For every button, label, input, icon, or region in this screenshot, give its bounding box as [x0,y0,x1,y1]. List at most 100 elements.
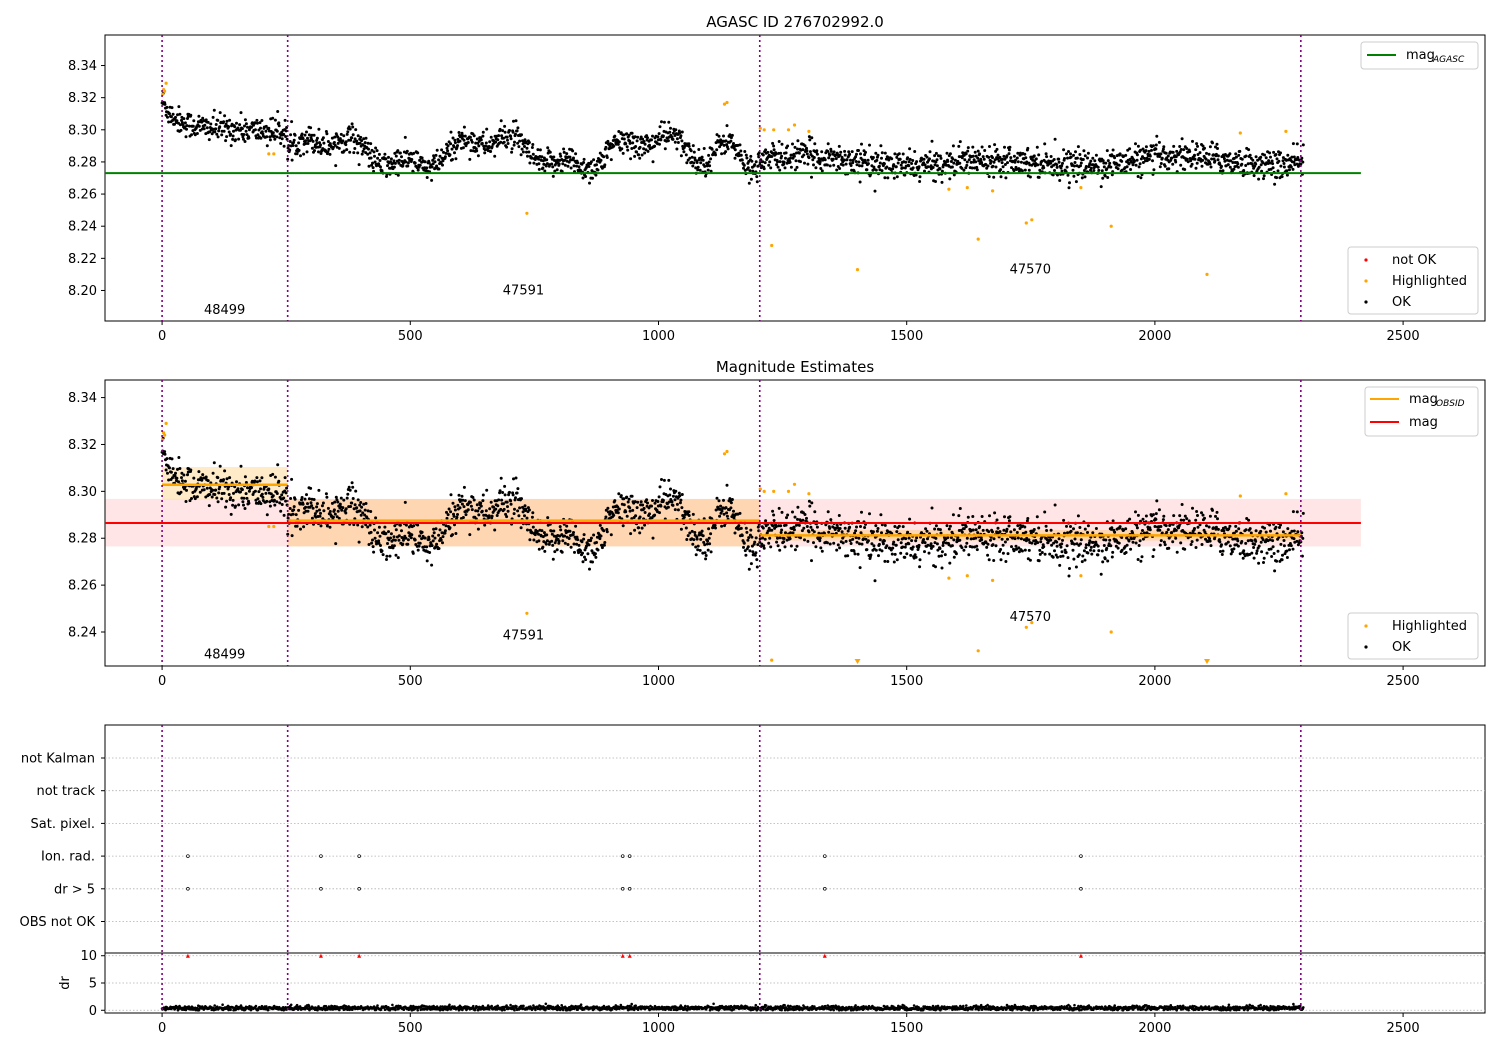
ok-point [435,542,439,546]
ok-point [1289,165,1293,169]
ok-point [1234,155,1238,159]
ok-point [971,145,975,149]
ok-point [658,125,662,129]
ok-point [322,141,326,145]
ok-point [1185,147,1189,150]
ok-point [264,129,268,133]
ok-point [682,515,686,519]
ok-point [791,510,794,514]
ok-point [271,116,275,120]
ok-point [954,552,958,556]
ok-point [764,519,768,523]
ok-point [543,169,547,173]
ok-point [1203,146,1206,150]
ok-point [726,147,730,151]
ok-point [497,134,501,138]
ok-point [505,500,509,504]
ok-point [1289,544,1293,548]
ok-point [220,497,224,501]
ok-point [349,505,353,508]
ok-point [1072,557,1076,561]
ok-point [598,537,602,541]
ok-point [634,145,638,148]
ok-point [1238,552,1242,556]
ok-point [1045,529,1049,532]
ok-point [960,546,964,550]
ok-point [1260,169,1264,173]
ok-point [1247,148,1251,152]
ok-point [1262,174,1266,178]
ok-point [775,540,779,544]
ok-point [1158,528,1162,532]
ok-point [1136,513,1140,517]
ok-point [1025,519,1029,523]
ok-point [175,119,179,123]
ok-point [336,141,340,145]
ok-point [1118,525,1122,529]
ok-point [1058,179,1062,182]
ok-point [503,484,507,488]
ok-point [462,125,466,129]
ok-point [848,525,852,529]
ok-point [808,150,812,154]
ok-point [1216,147,1219,150]
ok-point [714,526,717,530]
ok-point [387,155,390,159]
ok-point [807,135,811,139]
ok-point [371,538,374,542]
ok-point [1270,555,1274,558]
ok-point [182,473,186,477]
flag-event-marker [823,887,827,891]
ok-point [566,543,570,546]
ok-point [630,517,634,521]
ok-point [1275,176,1279,180]
ok-point [929,542,933,546]
ok-point [445,146,449,150]
ok-point [171,476,174,480]
ok-point [514,496,517,500]
ok-point [971,154,975,158]
ok-point [351,497,355,500]
ok-point [825,163,829,167]
ok-point [1161,518,1165,522]
ok-point [952,555,956,559]
ok-point [535,530,539,533]
ok-point [384,532,388,535]
ok-point [778,168,782,172]
ok-point [1064,550,1068,554]
ok-point [859,531,863,535]
ok-point [680,493,684,496]
ok-point [514,119,518,123]
ok-point [1038,548,1042,552]
ok-point [695,537,699,541]
ok-point [980,145,984,149]
ok-point [813,142,817,146]
ok-point [400,155,403,159]
ok-point [1019,537,1023,541]
ok-point [484,509,488,513]
ok-point [1246,539,1250,543]
ok-point [328,510,332,513]
ok-point [235,480,238,484]
ok-point [516,126,520,130]
ok-point [1136,175,1140,178]
ok-point [969,160,973,164]
ok-point [434,153,438,157]
ok-point [431,534,435,538]
ok-point [871,156,875,159]
ok-point [931,544,935,548]
ok-point [1044,152,1048,156]
ok-point [636,500,640,504]
ok-point [231,498,235,502]
ok-point [479,138,483,142]
ok-point [1100,549,1104,553]
ok-point [826,510,830,514]
ok-point [910,162,914,165]
ok-point [1296,530,1300,534]
ok-point [1282,544,1286,548]
ok-point [598,151,602,155]
ok-point [844,539,848,543]
ok-point [456,137,460,141]
ok-point [1129,547,1133,551]
ok-point [660,120,663,124]
